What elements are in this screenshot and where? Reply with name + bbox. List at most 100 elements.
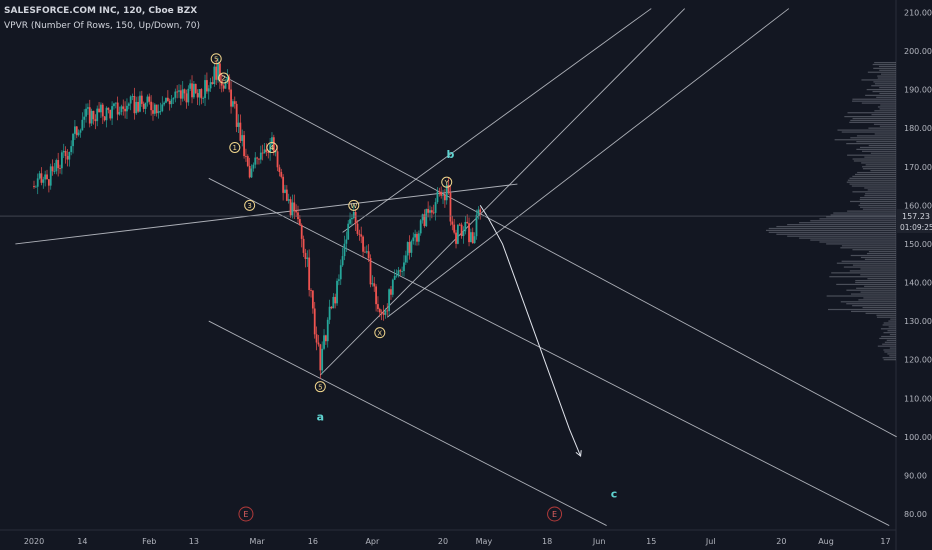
volume-bar (874, 133, 896, 135)
volume-bar (810, 220, 896, 222)
candle-body (464, 221, 467, 232)
candle-body (384, 310, 387, 315)
candle-body (159, 111, 162, 112)
candle-body (250, 168, 253, 178)
candle-body (367, 251, 370, 259)
candle-body (49, 166, 52, 186)
trend-line[interactable] (319, 8, 686, 376)
candle-body (209, 82, 212, 89)
candle-body (155, 104, 158, 114)
volume-bar (846, 181, 896, 183)
candle-body (399, 270, 402, 272)
candle-body (388, 289, 390, 312)
price-tick-label: 130.00 (904, 317, 932, 326)
volume-bar (865, 94, 896, 96)
trend-line[interactable] (342, 8, 652, 233)
wave-label-text: 4 (270, 144, 275, 152)
wave-label-text: 3 (247, 202, 251, 210)
volume-bar (856, 135, 896, 137)
candle-body (293, 202, 296, 211)
wave-label-text: 2 (221, 75, 225, 83)
time-tick-label: May (476, 537, 493, 546)
volume-bar (880, 73, 896, 75)
wave-label: W (348, 199, 360, 211)
candle-body (191, 83, 193, 98)
indicator-legend[interactable]: VPVR (Number Of Rows, 150, Up/Down, 70) (4, 21, 201, 31)
trend-line[interactable] (208, 320, 607, 526)
volume-bar (850, 200, 896, 203)
projection-line[interactable] (479, 205, 582, 457)
time-tick-label: 20 (776, 537, 786, 546)
wave-letter-label: c (611, 488, 618, 501)
trend-line[interactable] (208, 177, 890, 526)
candle-body (425, 208, 428, 227)
price-tick-label: 170.00 (904, 163, 932, 172)
candle-body (380, 312, 383, 314)
trend-line[interactable] (15, 183, 518, 245)
volume-bar (840, 301, 896, 303)
candle-body (233, 101, 236, 104)
volume-bar (827, 308, 896, 311)
candle-body (456, 224, 459, 244)
volume-bar (861, 79, 896, 81)
volume-bar (858, 204, 896, 206)
time-tick-label: Feb (142, 537, 156, 546)
volume-bar (874, 110, 896, 112)
volume-bar (865, 193, 896, 195)
candle-body (365, 251, 368, 253)
volume-bar (826, 216, 896, 218)
earnings-circle[interactable] (547, 506, 563, 522)
candle-body (291, 202, 294, 216)
candle-body (165, 97, 167, 103)
volume-bar (865, 312, 896, 314)
candle-body (285, 189, 288, 201)
candle-body (196, 93, 199, 98)
volume-bar (873, 123, 896, 125)
candle-body (460, 224, 463, 237)
time-axis[interactable]: 2020 14 Feb 13 Mar 16 Apr 20 May 18 Jun 15 Jul 20 Aug 1… (24, 537, 891, 546)
projection-arrowhead[interactable] (575, 450, 582, 458)
volume-bar (882, 357, 896, 359)
volume-bar (871, 114, 896, 116)
candle-body (243, 135, 245, 157)
volume-bar (884, 351, 896, 353)
volume-bar (847, 179, 896, 181)
projection-arrow[interactable] (479, 205, 582, 458)
price-tick-label: 110.00 (904, 394, 932, 403)
wave-label: Y (441, 176, 453, 188)
price-axis[interactable]: 210.00 200.00 190.00 180.00 170.00 160.00 150.… (904, 8, 932, 519)
trend-lines[interactable] (15, 8, 897, 526)
trend-line[interactable] (219, 73, 897, 438)
volume-bar (826, 295, 896, 297)
earnings-marker[interactable]: E (238, 506, 254, 522)
volume-bar (879, 92, 896, 95)
candle-body (479, 209, 482, 213)
candle-body (111, 106, 113, 119)
candle-body (187, 88, 190, 103)
candle-body (306, 257, 309, 259)
trend-line[interactable] (386, 8, 790, 318)
candle-body (259, 152, 262, 160)
earnings-marker[interactable]: E (547, 506, 563, 522)
candle-body (449, 192, 452, 222)
volume-bar (837, 129, 896, 131)
candle-body (432, 212, 435, 214)
candle-body (338, 279, 340, 281)
volume-bar (879, 87, 896, 89)
volume-bar (856, 141, 896, 143)
wave-label: 3 (244, 199, 256, 211)
candle-body (90, 110, 93, 124)
candle-body (410, 241, 413, 253)
volume-bar (887, 353, 896, 355)
candle-body (46, 174, 48, 180)
candle-body (129, 96, 132, 104)
earnings-circle[interactable] (238, 506, 254, 522)
candle-body (442, 194, 444, 196)
volume-bar (879, 337, 896, 340)
candle-body (137, 101, 140, 112)
volume-bar (850, 254, 896, 257)
candles (33, 57, 482, 379)
candle-body (341, 256, 344, 266)
